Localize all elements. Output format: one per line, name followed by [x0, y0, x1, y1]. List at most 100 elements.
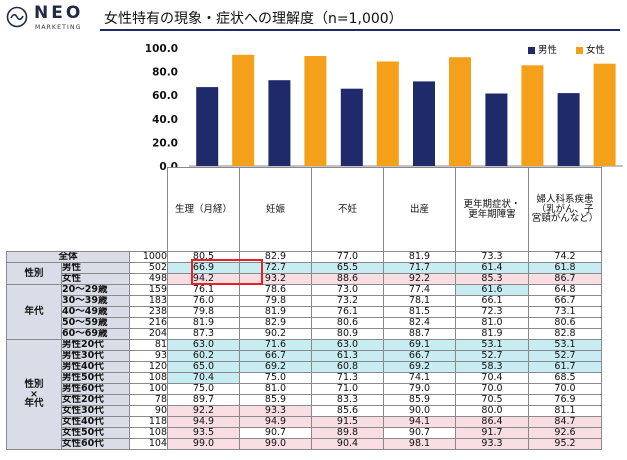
bar-male-0 — [196, 87, 219, 166]
table-cell: 80.6 — [528, 317, 602, 329]
table-cell: 61.6 — [455, 284, 529, 296]
sample-size: 238 — [129, 306, 168, 318]
table-cell: 75.0 — [239, 372, 312, 384]
table-cell: 73.3 — [455, 251, 529, 263]
table-cell: 81.0 — [239, 383, 312, 395]
row-label: 男性40代 — [61, 361, 130, 373]
table-cell: 73.1 — [528, 306, 602, 318]
table-cell: 78.6 — [239, 284, 312, 296]
table-cell: 52.7 — [455, 350, 529, 362]
table-cell: 79.8 — [167, 306, 240, 318]
sample-size: 204 — [129, 328, 168, 340]
table-cell: 91.5 — [311, 416, 384, 428]
sample-size: 100 — [129, 383, 168, 395]
table-cell: 99.0 — [167, 438, 240, 450]
table-cell: 85.9 — [383, 394, 456, 406]
sample-size: 498 — [129, 273, 168, 285]
legend-label-male: 男性 — [538, 45, 558, 56]
table-cell: 73.2 — [311, 295, 384, 307]
table-row: 女性50代 108 93.5 90.7 89.8 90.7 91.7 92.6 — [7, 427, 602, 439]
page-title: 女性特有の現象・症状への理解度（n=1,000） — [104, 11, 403, 27]
table-row: 30～39歳 183 76.0 79.8 73.2 78.1 66.1 66.7 — [7, 295, 602, 307]
neo-marketing-logo: NEO MARKETING — [4, 3, 84, 37]
table-cell: 76.1 — [311, 306, 384, 318]
table-cell: 81.5 — [383, 306, 456, 318]
table-cell: 61.4 — [455, 262, 529, 274]
table-cell: 66.7 — [383, 350, 456, 362]
table-cell: 73.0 — [311, 284, 384, 296]
row-label-total: 全体 — [6, 251, 130, 263]
table-cell: 69.2 — [239, 361, 312, 373]
highlight-box-male-menstruation — [191, 259, 263, 285]
table-cell: 71.6 — [239, 339, 312, 351]
table-row: 女性30代 90 92.2 93.3 85.6 90.0 80.0 81.1 — [7, 405, 602, 417]
column-header: 出産 — [383, 167, 456, 252]
row-label: 女性50代 — [61, 427, 130, 439]
column-header: 不妊 — [311, 167, 384, 252]
y-tick-label: 80.0 — [152, 67, 178, 79]
table-cell: 74.1 — [383, 372, 456, 384]
legend-swatch-female — [576, 47, 583, 54]
table-cell: 63.0 — [167, 339, 240, 351]
bar-chart: 100.0 80.0 60.0 40.0 20.0 0.0 — [145, 43, 623, 170]
table-cell: 58.3 — [455, 361, 529, 373]
bar-female-1 — [304, 56, 327, 166]
table-cell: 90.2 — [239, 328, 312, 340]
bar-female-0 — [232, 54, 255, 166]
table-row: 全体 1000 80.5 82.9 77.0 81.9 73.3 74.2 — [6, 251, 602, 263]
table-cell: 93.3 — [455, 438, 529, 450]
table-cell: 63.0 — [311, 339, 384, 351]
bar-female-5 — [593, 63, 616, 167]
table-cell: 90.7 — [239, 427, 312, 439]
sample-size: 93 — [129, 350, 168, 362]
sample-size: 78 — [129, 394, 168, 406]
table-cell: 81.9 — [239, 306, 312, 318]
table-cell: 93.5 — [167, 427, 240, 439]
row-label: 20～29歳 — [61, 284, 130, 296]
table-row: 女性60代 104 99.0 99.0 90.4 98.1 93.3 95.2 — [7, 438, 602, 450]
table-cell: 70.0 — [455, 383, 529, 395]
table-cell: 76.1 — [167, 284, 240, 296]
y-tick-label: 20.0 — [152, 137, 178, 149]
table-cell: 69.1 — [383, 339, 456, 351]
table-cell: 81.0 — [455, 317, 529, 329]
sample-size: 118 — [129, 416, 168, 428]
table-cell: 86.4 — [455, 416, 529, 428]
sample-size: 502 — [129, 262, 168, 274]
legend-item-female: 女性 — [576, 42, 605, 56]
table-cell: 66.7 — [239, 350, 312, 362]
table-cell: 60.8 — [311, 361, 384, 373]
table-cell: 71.7 — [383, 262, 456, 274]
table-cell: 93.3 — [239, 405, 312, 417]
table-cell: 94.9 — [239, 416, 312, 428]
column-header: 婦人科系疾患 （乳がん、子 宮頸がんなど） — [528, 167, 602, 252]
table-cell: 89.7 — [167, 394, 240, 406]
table-cell: 61.7 — [528, 361, 602, 373]
table-cell: 61.3 — [311, 350, 384, 362]
table-cell: 94.9 — [167, 416, 240, 428]
table-cell: 70.0 — [528, 383, 602, 395]
table-cell: 84.7 — [528, 416, 602, 428]
sample-size: 90 — [129, 405, 168, 417]
table-cell: 83.3 — [311, 394, 384, 406]
row-label: 30～39歳 — [61, 295, 130, 307]
column-header: 更年期症状・ 更年期障害 — [455, 167, 529, 252]
row-label: 男性60代 — [61, 383, 130, 395]
table-row: 女性40代 118 94.9 94.9 91.5 94.1 86.4 84.7 — [7, 416, 602, 428]
table-cell: 98.1 — [383, 438, 456, 450]
table-cell: 52.7 — [528, 350, 602, 362]
row-label: 60～69歳 — [61, 328, 130, 340]
table-cell: 92.2 — [167, 405, 240, 417]
bar-male-1 — [268, 80, 291, 166]
sample-size: 81 — [129, 339, 168, 351]
row-label: 女性 — [61, 273, 130, 285]
table-cell: 68.5 — [528, 372, 602, 384]
table-cell: 81.9 — [167, 317, 240, 329]
table-row: 40～49歳 238 79.8 81.9 76.1 81.5 72.3 73.1 — [7, 306, 602, 318]
table-cell: 71.3 — [311, 372, 384, 384]
table-cell: 90.7 — [383, 427, 456, 439]
bar-male-5 — [557, 93, 580, 166]
table-cell: 75.0 — [167, 383, 240, 395]
table-cell: 53.1 — [455, 339, 529, 351]
y-tick-label: 40.0 — [152, 114, 178, 126]
